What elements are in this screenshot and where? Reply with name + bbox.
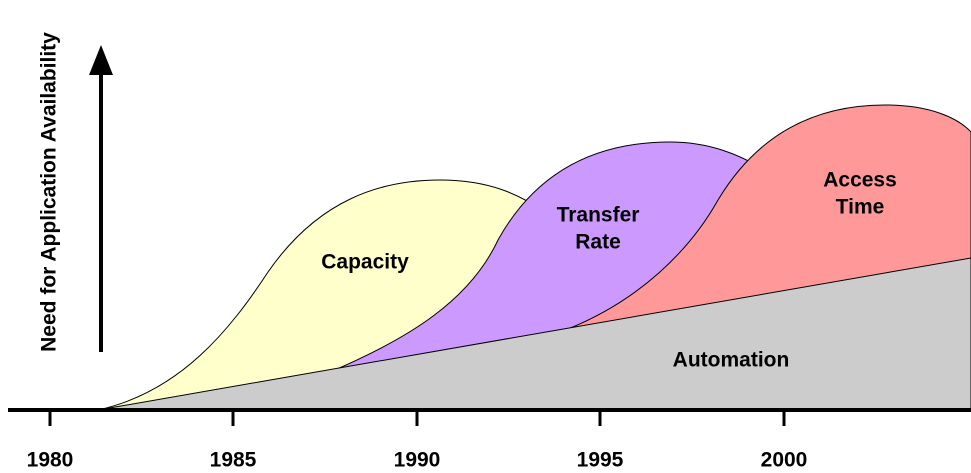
- x-label: 2000: [761, 449, 808, 472]
- region-label: Capacity: [321, 251, 409, 274]
- x-ticks: [48, 410, 786, 426]
- region-label: Access: [823, 169, 897, 192]
- x-label: 1995: [577, 449, 624, 472]
- x-label: 1990: [394, 449, 441, 472]
- y-arrowhead: [89, 45, 113, 75]
- region-label: Rate: [575, 231, 621, 254]
- y-axis-label: Need for Application Availability: [38, 32, 61, 352]
- region-label: Transfer: [557, 204, 640, 227]
- region-label: Time: [836, 196, 885, 219]
- x-label: 1980: [27, 449, 74, 472]
- x-label: 1985: [210, 449, 257, 472]
- region-label: Automation: [673, 349, 790, 372]
